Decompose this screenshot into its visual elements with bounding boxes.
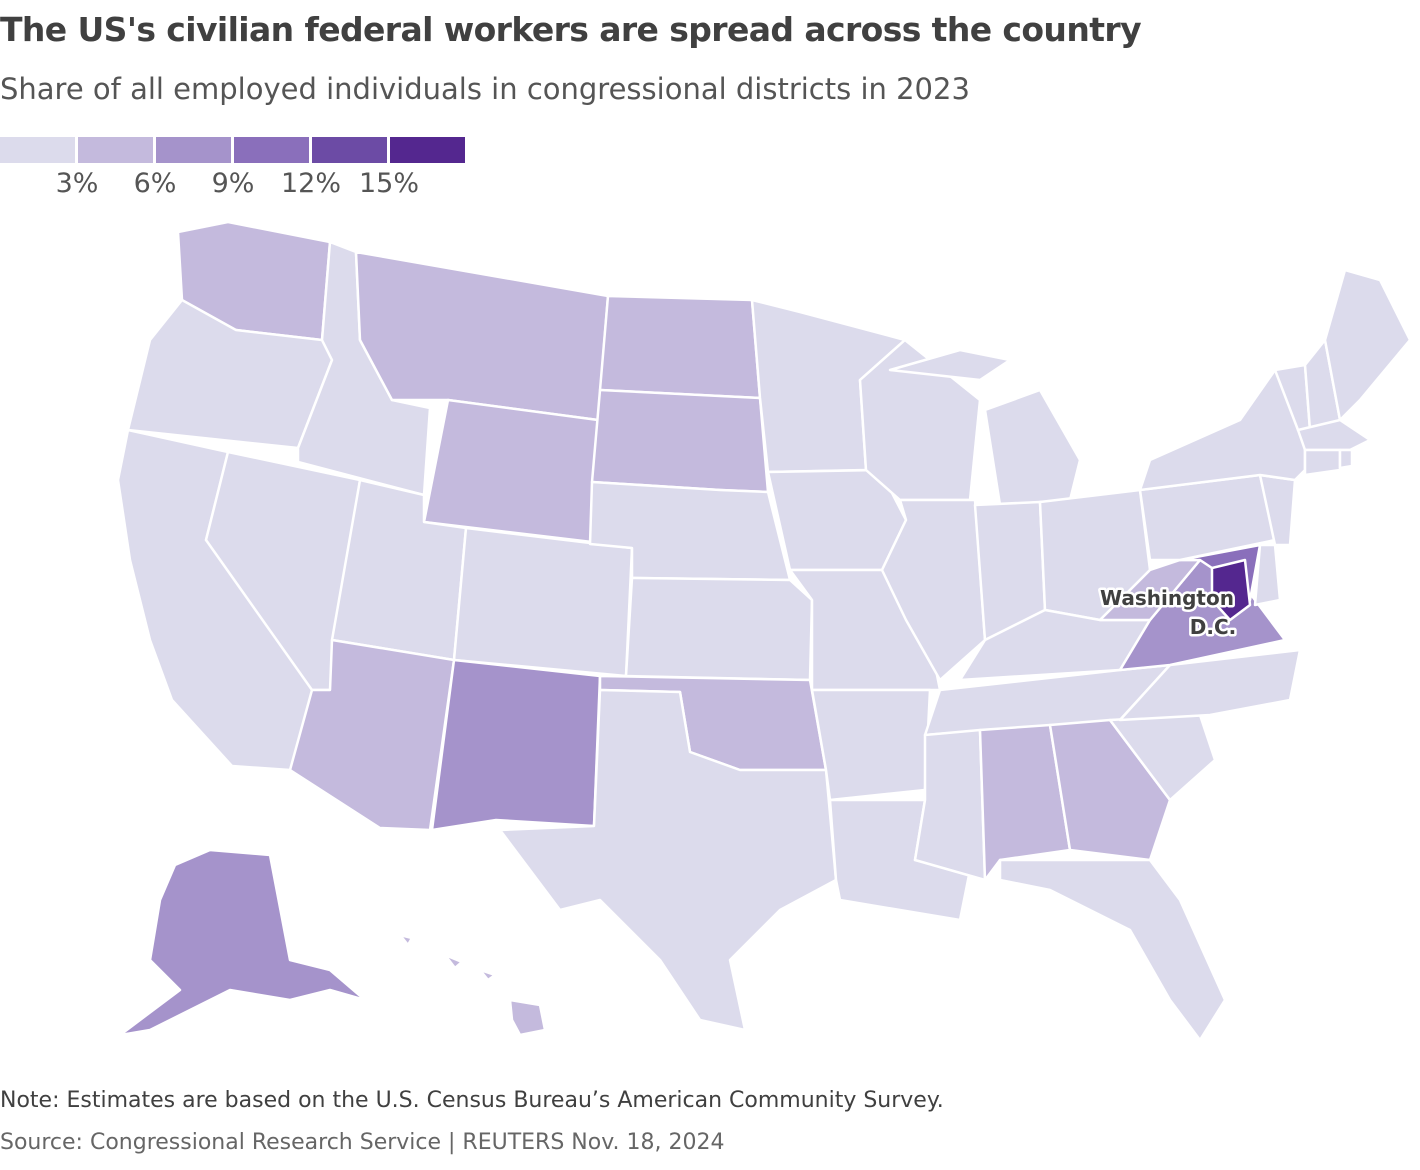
legend-tick-12: 12% — [280, 168, 342, 199]
legend-tick-9: 9% — [211, 168, 255, 199]
region-florida — [998, 858, 1227, 1042]
dc-annotation: Washington D.C. — [1098, 584, 1239, 642]
region-colorado — [452, 526, 634, 678]
region-south-dakota — [590, 388, 770, 494]
page-title: The US's civilian federal workers are sp… — [0, 10, 1142, 49]
legend-swatch-1 — [0, 137, 75, 163]
legend-tick-15: 15% — [358, 168, 420, 199]
region-rhode-island — [1338, 448, 1354, 470]
footnote: Note: Estimates are based on the U.S. Ce… — [0, 1088, 944, 1113]
legend-swatch-2 — [78, 137, 153, 163]
page-subtitle: Share of all employed individuals in con… — [0, 72, 970, 106]
legend-tick-6: 6% — [133, 168, 177, 199]
color-legend: 3% 6% 9% 12% 15% — [0, 137, 470, 207]
dc-label-line1: Washington — [1100, 586, 1234, 610]
region-new-mexico — [430, 658, 602, 832]
legend-swatch-3 — [156, 137, 231, 163]
region-new-york — [1138, 368, 1307, 492]
legend-swatch-6 — [390, 137, 465, 163]
region-alaska — [118, 848, 367, 1037]
region-north-carolina — [1118, 648, 1302, 722]
region-delaware — [1253, 543, 1282, 607]
region-georgia — [1048, 718, 1172, 862]
legend-swatch-5 — [312, 137, 387, 163]
region-texas — [498, 688, 838, 1032]
region-massachusetts — [1296, 418, 1372, 452]
region-hawaii — [398, 933, 547, 1037]
legend-swatch-4 — [234, 137, 309, 163]
legend-tick-3: 3% — [55, 168, 99, 199]
region-wyoming — [422, 398, 600, 544]
region-mississippi — [913, 728, 987, 882]
dc-label-line2: D.C. — [1190, 615, 1236, 639]
region-dc-area — [1210, 558, 1252, 622]
region-north-dakota — [598, 294, 762, 400]
region-michigan — [888, 348, 1082, 507]
region-montana — [354, 250, 610, 422]
region-alabama — [978, 723, 1072, 882]
region-connecticut — [1303, 448, 1342, 477]
source-line: Source: Congressional Research Service |… — [0, 1130, 725, 1155]
region-arkansas — [810, 688, 932, 802]
us-district-map: Washington D.C. — [116, 220, 1412, 1042]
state-shapes — [116, 220, 1412, 1042]
region-kansas — [624, 576, 814, 682]
region-maine — [1323, 268, 1412, 422]
